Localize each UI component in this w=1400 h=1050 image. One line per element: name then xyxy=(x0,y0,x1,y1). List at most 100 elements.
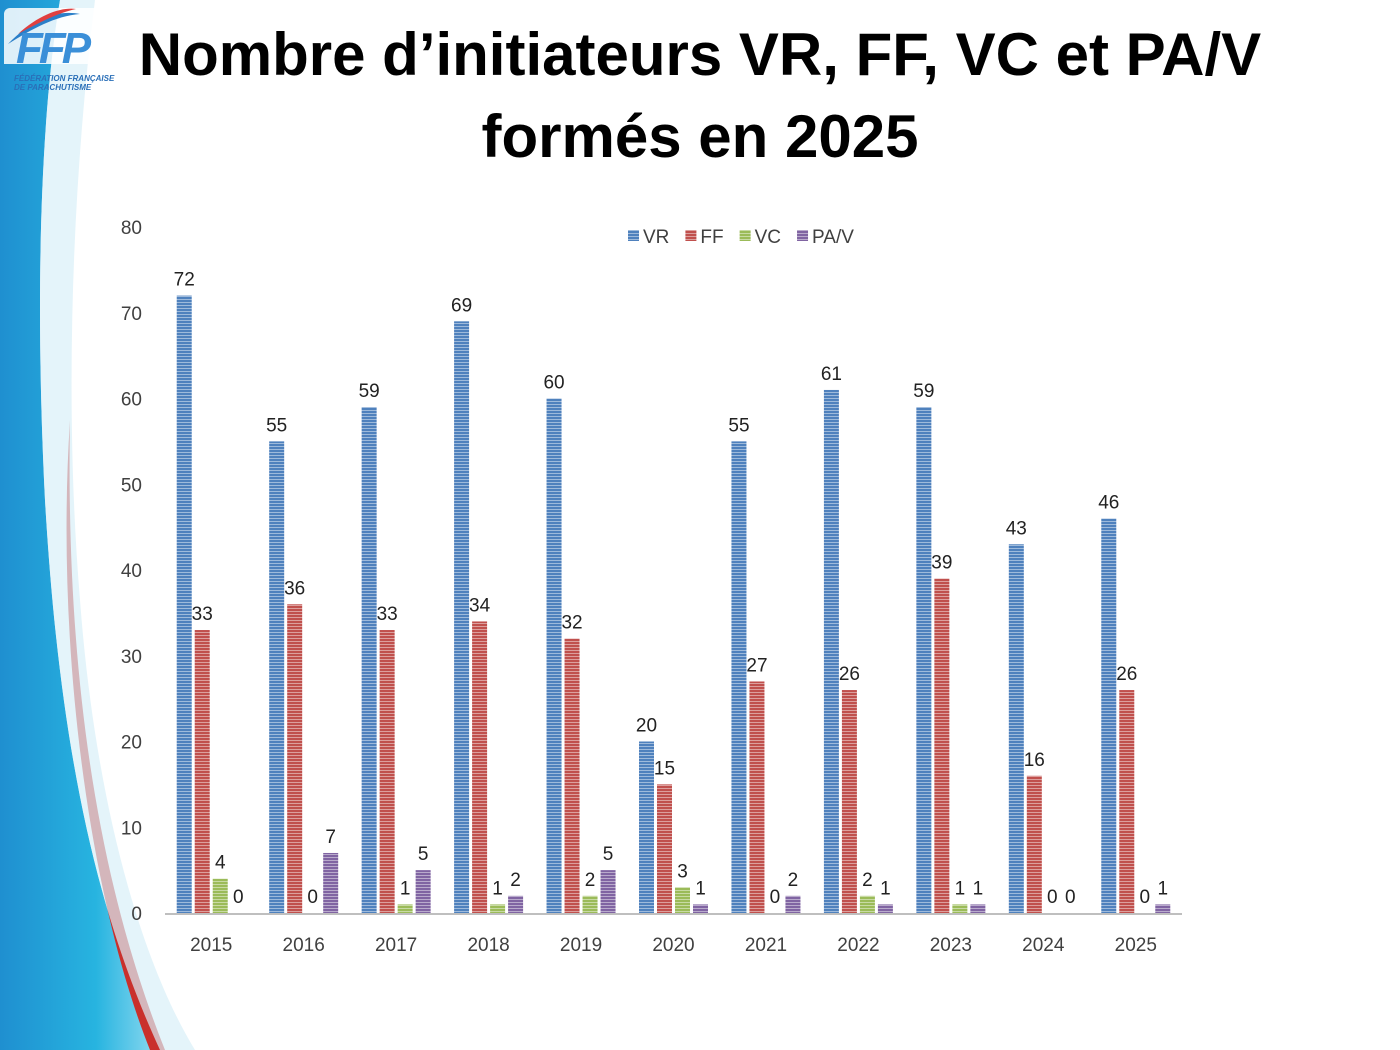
data-label: 16 xyxy=(1024,750,1045,771)
data-label: 0 xyxy=(1139,887,1150,908)
y-tick-label: 80 xyxy=(121,218,142,239)
data-label: 15 xyxy=(654,758,675,779)
data-label: 33 xyxy=(192,604,213,625)
bar-ff-2016 xyxy=(287,604,303,913)
logo-swoosh-icon xyxy=(4,8,116,64)
legend-label: PA/V xyxy=(812,227,854,248)
bar-ff-2020 xyxy=(657,784,672,913)
y-tick-label: 30 xyxy=(121,647,142,668)
bar-vc-2017 xyxy=(397,904,413,913)
data-label: 7 xyxy=(325,827,336,848)
bar-vc-2019 xyxy=(582,895,598,913)
bar-vr-2020 xyxy=(639,741,654,913)
legend-swatch xyxy=(685,230,697,241)
bar-pav-2023 xyxy=(970,904,986,913)
legend-swatch xyxy=(797,230,809,241)
data-label: 0 xyxy=(770,887,781,908)
y-tick-label: 20 xyxy=(121,733,142,754)
data-label: 1 xyxy=(880,878,891,899)
bar-vr-2016 xyxy=(269,441,285,913)
data-label: 39 xyxy=(931,553,952,574)
bar-pav-2020 xyxy=(693,904,708,913)
data-label: 46 xyxy=(1098,493,1119,514)
bar-vc-2015 xyxy=(212,878,228,913)
data-label: 60 xyxy=(543,373,564,394)
bar-vr-2018 xyxy=(454,321,470,913)
bar-vr-2017 xyxy=(361,407,377,913)
data-label: 61 xyxy=(821,364,842,385)
legend-label: FF xyxy=(700,227,723,248)
y-tick-label: 40 xyxy=(121,561,142,582)
data-label: 20 xyxy=(636,716,657,737)
blue-swoosh xyxy=(0,0,160,1050)
data-label: 2 xyxy=(862,870,873,891)
data-label: 5 xyxy=(603,844,614,865)
y-tick-label: 50 xyxy=(121,475,142,496)
bar-ff-2025 xyxy=(1119,690,1135,913)
data-label: 32 xyxy=(561,613,582,634)
bar-pav-2019 xyxy=(600,870,616,913)
data-label: 55 xyxy=(266,415,287,436)
data-label: 34 xyxy=(469,595,491,616)
data-label: 4 xyxy=(215,853,226,874)
x-tick-label: 2015 xyxy=(190,935,232,956)
y-tick-label: 0 xyxy=(131,904,142,925)
data-label: 69 xyxy=(451,295,472,316)
bar-ff-2024 xyxy=(1026,775,1042,913)
data-label: 55 xyxy=(728,415,749,436)
bar-ff-2018 xyxy=(472,621,488,913)
data-label: 1 xyxy=(1157,878,1168,899)
bar-vc-2022 xyxy=(859,895,875,913)
data-label: 0 xyxy=(307,887,318,908)
bar-vc-2020 xyxy=(675,887,690,913)
bar-vr-2022 xyxy=(823,389,839,913)
data-label: 1 xyxy=(973,878,984,899)
data-label: 72 xyxy=(174,270,195,291)
bar-pav-2017 xyxy=(415,870,431,913)
bar-vc-2023 xyxy=(952,904,968,913)
light-swoosh xyxy=(40,0,195,1050)
x-tick-label: 2016 xyxy=(283,935,325,956)
data-label: 3 xyxy=(677,861,688,882)
data-label: 43 xyxy=(1006,518,1027,539)
bar-pav-2021 xyxy=(785,895,801,913)
bar-ff-2021 xyxy=(749,681,765,913)
data-label: 59 xyxy=(359,381,380,402)
data-label: 5 xyxy=(418,844,429,865)
bar-pav-2025 xyxy=(1155,904,1171,913)
legend-label: VR xyxy=(643,227,669,248)
legend-swatch xyxy=(739,230,751,241)
bar-pav-2022 xyxy=(877,904,893,913)
bar-ff-2015 xyxy=(194,630,210,913)
y-tick-label: 10 xyxy=(121,818,142,839)
x-tick-label: 2018 xyxy=(467,935,509,956)
legend-swatch xyxy=(628,230,639,241)
y-tick-label: 60 xyxy=(121,390,142,411)
data-label: 1 xyxy=(955,878,966,899)
data-label: 59 xyxy=(913,381,934,402)
x-tick-label: 2019 xyxy=(560,935,602,956)
x-tick-label: 2022 xyxy=(837,935,879,956)
data-label: 0 xyxy=(1047,887,1058,908)
bar-vr-2021 xyxy=(731,441,747,913)
bar-ff-2023 xyxy=(934,578,950,913)
data-label: 1 xyxy=(695,878,706,899)
bar-vr-2015 xyxy=(176,295,192,914)
bar-pav-2016 xyxy=(323,852,339,913)
x-tick-label: 2020 xyxy=(652,935,694,956)
y-tick-label: 70 xyxy=(121,304,142,325)
data-label: 26 xyxy=(839,664,860,685)
data-label: 2 xyxy=(510,870,521,891)
data-label: 27 xyxy=(746,655,767,676)
slide-title: Nombre d’initiateurs VR, FF, VC et PA/V … xyxy=(138,21,1262,170)
bar-ff-2019 xyxy=(564,638,580,913)
x-tick-label: 2025 xyxy=(1115,935,1157,956)
bar-vr-2023 xyxy=(916,407,932,913)
bar-ff-2022 xyxy=(841,690,857,913)
data-label: 0 xyxy=(233,887,244,908)
bar-vr-2025 xyxy=(1101,518,1117,913)
data-label: 26 xyxy=(1116,664,1137,685)
bar-pav-2018 xyxy=(508,895,524,913)
